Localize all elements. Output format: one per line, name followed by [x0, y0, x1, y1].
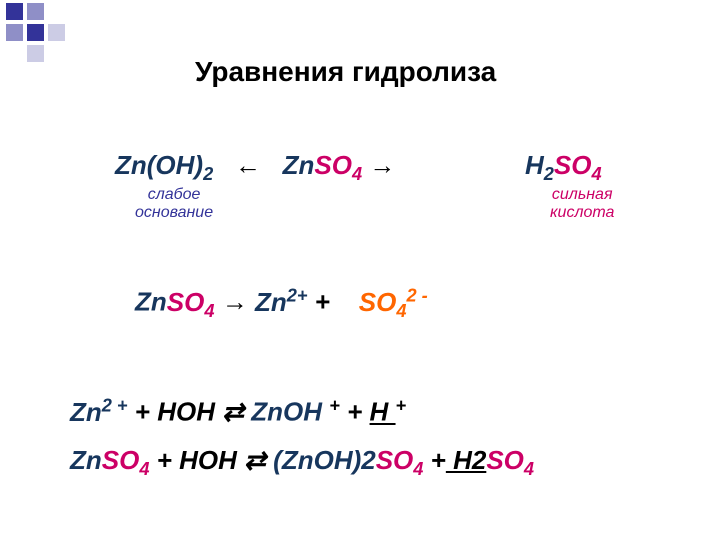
label-strong-acid: сильнаякислота	[550, 186, 614, 223]
deco-square	[6, 24, 23, 41]
deco-square	[48, 24, 65, 41]
equation-line-3: Zn2 + + HOH ⇄ ZnOH + + H +	[70, 395, 406, 428]
label-weak-base: слабоеоснование	[135, 186, 213, 223]
deco-square	[6, 3, 23, 20]
equation-line-1: Zn(OH)2 ← ZnSO4 →	[115, 150, 395, 185]
equation-line-2: ZnSO4 → Zn2+ + SO42 -	[135, 285, 428, 322]
deco-square	[27, 24, 44, 41]
deco-square	[27, 45, 44, 62]
equation-line-1-right: H2SO4	[525, 150, 602, 185]
deco-square	[27, 3, 44, 20]
equation-line-4: ZnSO4 + HOH ⇄ (ZnOH)2SO4 + H2SO4	[70, 445, 534, 480]
page-title: Уравнения гидролиза	[195, 56, 496, 88]
